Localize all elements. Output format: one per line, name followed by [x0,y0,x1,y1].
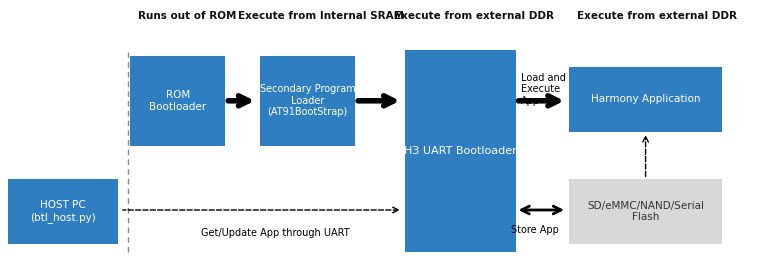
Text: HOST PC
(btl_host.py): HOST PC (btl_host.py) [30,200,96,223]
Text: Store App: Store App [511,225,558,235]
Text: Load and
Execute
App: Load and Execute App [521,73,566,106]
Text: Runs out of ROM: Runs out of ROM [138,11,236,21]
FancyBboxPatch shape [405,50,516,252]
Text: Secondary Program
Loader
(AT91BootStrap): Secondary Program Loader (AT91BootStrap) [260,84,355,117]
Text: H3 UART Bootloader: H3 UART Bootloader [404,146,516,156]
FancyBboxPatch shape [569,67,722,132]
Text: Execute from Internal SRAM: Execute from Internal SRAM [238,11,404,21]
FancyBboxPatch shape [569,179,722,244]
Text: SD/eMMC/NAND/Serial
Flash: SD/eMMC/NAND/Serial Flash [587,200,704,222]
Text: Execute from external DDR: Execute from external DDR [393,11,554,21]
Text: Execute from external DDR: Execute from external DDR [577,11,737,21]
FancyBboxPatch shape [8,179,118,244]
FancyBboxPatch shape [260,56,355,146]
Text: Get/Update App through UART: Get/Update App through UART [201,228,349,238]
FancyBboxPatch shape [130,56,225,146]
Text: ROM
Bootloader: ROM Bootloader [149,90,206,112]
Text: Harmony Application: Harmony Application [591,94,701,104]
